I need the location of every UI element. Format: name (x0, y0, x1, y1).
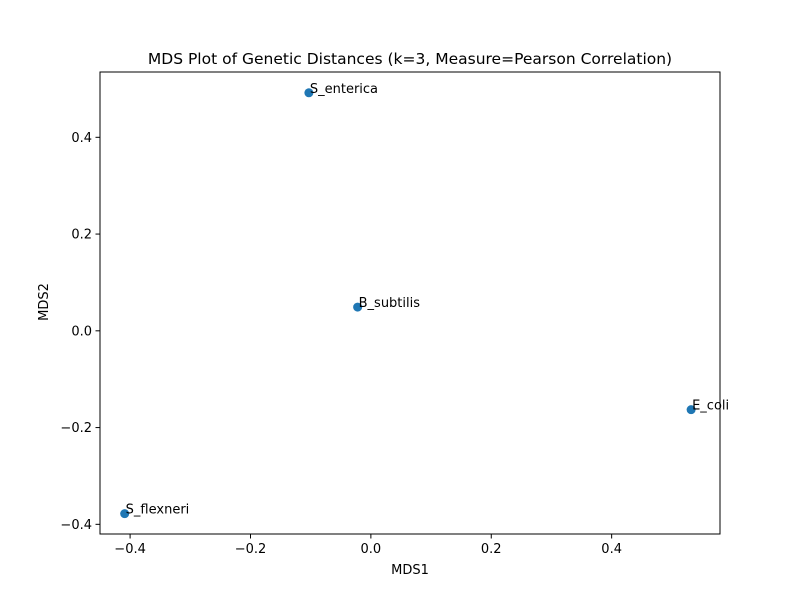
y-axis-label: MDS2 (37, 283, 52, 321)
data-point (120, 509, 130, 519)
x-axis-ticks: −0.4 −0.2 0.0 0.2 0.4 (114, 534, 622, 557)
data-point-label: E_coli (692, 399, 729, 414)
x-tick-label: −0.2 (235, 542, 267, 557)
y-tick-label: −0.2 (60, 421, 92, 436)
data-point-label: S_enterica (310, 82, 378, 97)
x-tick-label: 0.4 (601, 542, 622, 557)
plot-frame (99, 71, 721, 535)
x-tick-label: 0.0 (361, 542, 382, 557)
data-point-label: B_subtilis (359, 296, 421, 311)
x-tick-label: −0.4 (114, 542, 146, 557)
data-point (353, 302, 363, 312)
data-point (304, 88, 314, 98)
y-tick-label: 0.2 (71, 228, 92, 243)
x-tick-label: 0.2 (481, 542, 502, 557)
y-tick-label: 0.4 (71, 131, 92, 146)
x-axis-label: MDS1 (391, 563, 429, 578)
y-tick-label: 0.0 (71, 324, 92, 339)
data-point-label: S_flexneri (126, 503, 190, 518)
chart-title: MDS Plot of Genetic Distances (k=3, Meas… (148, 50, 672, 68)
y-tick-label: −0.4 (60, 518, 92, 533)
data-point (686, 405, 696, 415)
plot-points (120, 88, 696, 519)
point-labels: S_enterica B_subtilis E_coli S_flexneri (126, 82, 729, 518)
y-axis-ticks: −0.4 −0.2 0.0 0.2 0.4 (60, 131, 100, 533)
